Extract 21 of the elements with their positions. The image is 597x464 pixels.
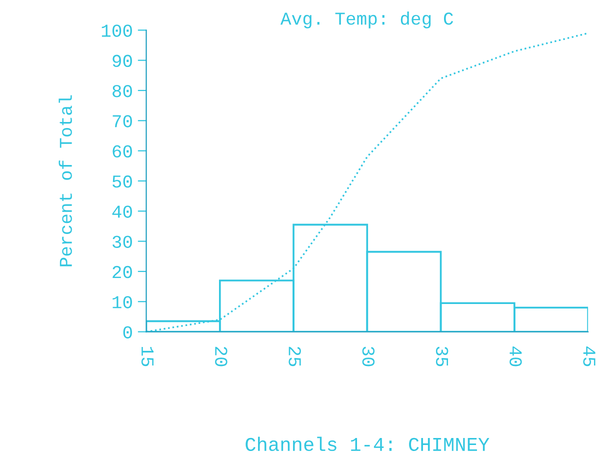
x-tick-label: 35 bbox=[436, 346, 448, 366]
y-tick-label: 100 bbox=[102, 24, 132, 37]
x-tick-label: 30 bbox=[362, 346, 375, 366]
x-tick-label: 15 bbox=[141, 346, 154, 366]
x-axis-title: Channels 1-4: CHIMNEY bbox=[246, 436, 490, 452]
chart-title: Avg. Temp: deg C bbox=[280, 12, 454, 28]
y-tick-label: 10 bbox=[112, 296, 132, 308]
y-tick-label: 30 bbox=[112, 236, 132, 248]
y-axis-title: Percent of Total bbox=[58, 95, 72, 266]
y-tick-label: 50 bbox=[112, 175, 132, 188]
y-tick-label: 20 bbox=[112, 266, 132, 278]
y-tick-label: 60 bbox=[112, 145, 132, 158]
x-tick-label: 20 bbox=[215, 346, 228, 366]
y-tick-label: 70 bbox=[112, 115, 132, 128]
y-tick-label: 40 bbox=[112, 206, 132, 218]
y-tick-label: 0 bbox=[123, 326, 132, 338]
x-tick-label: 45 bbox=[583, 346, 596, 366]
x-tick-label: 40 bbox=[510, 346, 522, 366]
x-tick-label: 25 bbox=[288, 346, 301, 366]
y-tick-label: 80 bbox=[112, 84, 132, 98]
y-tick-label: 90 bbox=[112, 54, 132, 68]
